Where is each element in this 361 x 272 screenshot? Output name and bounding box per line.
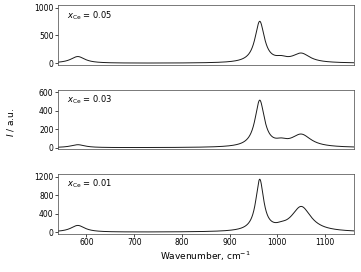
Text: $x_\mathregular{Ce}$ = 0.01: $x_\mathregular{Ce}$ = 0.01: [67, 178, 112, 190]
Text: $I$ / a.u.: $I$ / a.u.: [5, 108, 16, 137]
Text: $x_\mathregular{Ce}$ = 0.03: $x_\mathregular{Ce}$ = 0.03: [67, 94, 112, 106]
X-axis label: Wavenumber, cm$^{-1}$: Wavenumber, cm$^{-1}$: [160, 250, 251, 263]
Text: $x_\mathregular{Ce}$ = 0.05: $x_\mathregular{Ce}$ = 0.05: [67, 9, 112, 21]
